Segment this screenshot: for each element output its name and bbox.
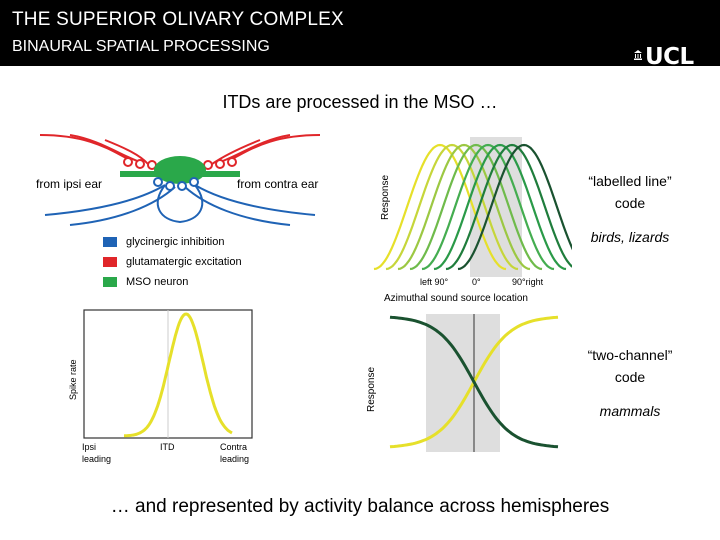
legend-swatch-glycinergic [103,237,117,247]
caption-labelled-line-title: “labelled line” [588,173,672,189]
caption-two-channel-code: code [614,369,646,385]
y-axis-label: Response [366,367,377,412]
footer-statement: … and represented by activity balance ac… [110,496,610,517]
tuning-curve-1 [373,143,507,271]
x-axis-label: Azimuthal sound source location [384,293,528,304]
tuning-curve-4 [409,143,543,271]
diagram-label-contra: from contra ear [237,177,319,191]
legend-label-glutamatergic: glutamatergic excitation [126,256,242,268]
slide-title: ITDs are processed in the MSO … [222,92,498,112]
falling-curve [389,315,559,449]
itd-tuning-chart: Spike rate Ipsi leading ITD Contra leadi… [68,309,253,464]
x-tick-left: left 90° [420,277,449,287]
shaded-region [426,314,500,452]
caption-birds: birds, lizards [590,229,670,245]
x-tick-itd: ITD [160,442,175,452]
tuning-curve-2 [385,143,519,271]
caption-mammals: mammals [599,403,661,419]
tuning-curve [124,312,233,438]
tuning-curve-5 [421,143,555,271]
caption-two-channel: “two-channel” code [560,344,700,388]
excitation-fibres [39,134,321,165]
x-tick-contra-2: leading [220,454,249,464]
x-tick-contra: Contra [220,442,247,452]
two-channel-chart: Response [366,314,559,452]
labelled-line-curves [373,143,572,271]
legend-swatch-glutamatergic [103,257,117,267]
mso-neuron-body [120,156,240,184]
tuning-curve-3 [397,143,531,271]
labelled-line-chart: Response left 90° 0° 90°right Azimuthal … [373,137,572,304]
y-axis-label: Spike rate [68,359,78,400]
x-tick-zero: 0° [472,277,481,287]
legend-label-glycinergic: glycinergic inhibition [126,236,225,248]
ucl-logo: UCL [645,44,694,70]
inhibition-fibres [44,184,316,226]
x-tick-right: 90°right [512,277,544,287]
legend-swatch-mso [103,277,117,287]
diagram-label-ipsi: from ipsi ear [36,177,103,191]
header-subtitle: BINAURAL SPATIAL PROCESSING [12,38,270,55]
caption-labelled-line: “labelled line” code [560,170,700,214]
y-axis-label: Response [380,175,391,220]
caption-two-channel-title: “two-channel” [587,347,673,363]
caption-labelled-line-code: code [614,195,646,211]
ucl-portico-icon [634,50,642,60]
mso-neuron-diagram [39,134,321,226]
header-title: THE SUPERIOR OLIVARY COMPLEX [12,9,344,30]
x-tick-ipsi: Ipsi [82,442,96,452]
legend-label-mso: MSO neuron [126,276,189,288]
tuning-curve-7 [445,143,572,271]
x-tick-ipsi-2: leading [82,454,111,464]
tuning-curve-6 [433,143,567,271]
header-bar: THE SUPERIOR OLIVARY COMPLEX BINAURAL SP… [0,0,720,70]
tuning-curve-8 [457,143,572,271]
